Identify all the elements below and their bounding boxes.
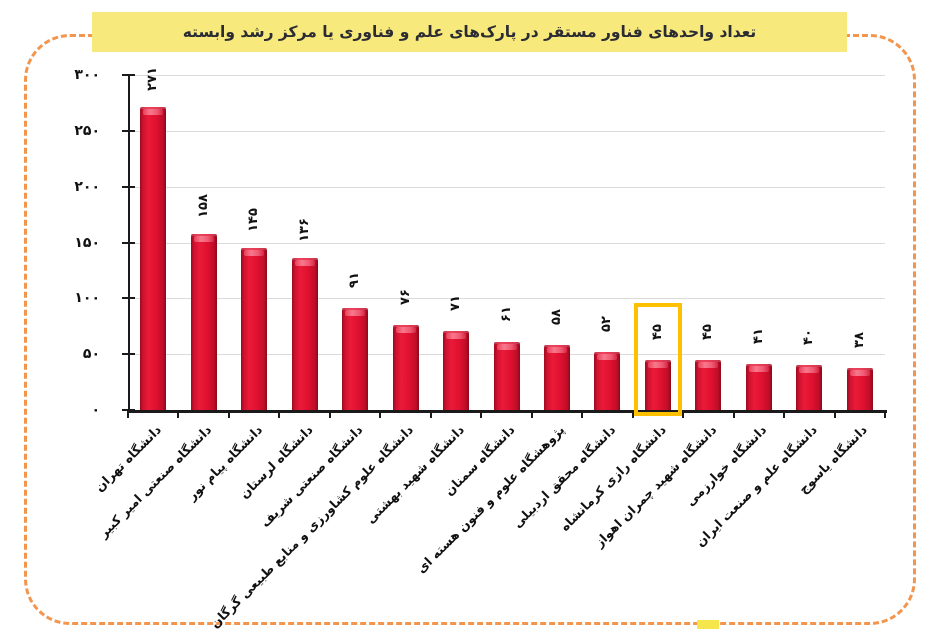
y-axis-tick	[122, 297, 135, 300]
bar-5	[342, 308, 369, 410]
x-axis-tick	[732, 413, 735, 418]
bar-4	[291, 258, 318, 410]
bar-value-label: ۳۸	[851, 331, 867, 348]
x-axis-tick	[530, 413, 533, 418]
bar-value-label: ۲۷۱	[145, 67, 161, 92]
x-axis-line	[127, 410, 887, 413]
y-axis-tick-label: ۱۵۰	[74, 234, 100, 251]
highlighted-bar-box	[633, 302, 682, 416]
chart-title: تعداد واحدهای فناور مستقر در پارک‌های عل…	[182, 23, 757, 41]
bar-value-label: ۵۲	[599, 315, 615, 332]
bar-value-label: ۴۰	[801, 329, 817, 346]
y-axis-tick	[122, 241, 135, 244]
x-axis-tick	[682, 413, 685, 418]
bar-value-label: ۴۵	[700, 323, 716, 340]
y-axis-tick	[122, 353, 135, 356]
bar-value-label: ۱۴۵	[246, 208, 262, 232]
bar-value-label: ۱۳۶	[296, 218, 312, 243]
gridline	[130, 298, 885, 300]
gridline	[130, 186, 885, 188]
yellow-highlight-mark	[697, 620, 719, 629]
bar-15	[846, 367, 873, 410]
bar-value-label: ۵۸	[548, 309, 564, 326]
x-axis-category-label: دانشگاه شهید بهشتی	[362, 422, 467, 527]
x-axis-tick	[429, 413, 432, 418]
y-axis-tick	[122, 74, 135, 76]
y-axis-tick	[122, 185, 135, 188]
bar-value-label: ۶۱	[498, 305, 514, 322]
y-axis-tick-label: ۱۰۰	[74, 290, 100, 307]
x-axis-tick	[480, 413, 483, 418]
y-axis-tick-label: ۵۰	[82, 346, 100, 363]
y-axis-tick	[122, 129, 135, 132]
bar-9	[543, 345, 570, 410]
y-axis-tick-label: ۳۰۰	[74, 67, 100, 83]
x-axis-tick	[127, 413, 129, 418]
bar-12	[695, 359, 722, 410]
y-axis-tick-label: ۲۵۰	[74, 122, 100, 139]
bar-value-label: ۷۱	[448, 294, 464, 311]
x-axis-tick	[884, 413, 886, 418]
bar-value-label: ۹۱	[347, 272, 363, 289]
x-axis-tick	[581, 413, 584, 418]
bar-8	[493, 341, 520, 410]
x-axis-tick	[328, 413, 331, 418]
y-axis-tick-label: ۰	[91, 402, 100, 418]
bar-13	[745, 364, 772, 410]
bar-value-label: ۷۶	[397, 289, 413, 306]
y-axis-tick-label: ۲۰۰	[74, 178, 100, 195]
bar-2	[190, 233, 217, 410]
x-axis-tick	[278, 413, 281, 418]
x-axis-tick	[177, 413, 180, 418]
gridline	[130, 130, 885, 132]
bar-10	[594, 351, 621, 410]
gridline	[130, 242, 885, 244]
bar-1	[140, 107, 167, 410]
bar-7	[443, 330, 470, 410]
x-axis-tick	[631, 413, 634, 418]
y-axis-line	[128, 75, 130, 413]
x-axis-tick	[833, 413, 836, 418]
bar-6	[392, 325, 419, 410]
x-axis-tick	[783, 413, 786, 418]
bar-value-label: ۴۱	[750, 328, 766, 345]
bar-value-label: ۱۵۸	[195, 193, 211, 218]
x-axis-tick	[379, 413, 382, 418]
chart-title-band: تعداد واحدهای فناور مستقر در پارک‌های عل…	[92, 12, 847, 52]
plot-area: ۳۰۰ ۲۵۰ ۲۰۰ ۱۵۰ ۱۰۰ ۵۰ ۰ ۲۷۱ دانشگاه تهران ۱۵۸ دان…	[74, 67, 887, 631]
bar-3	[241, 248, 268, 410]
bar-11	[644, 359, 671, 410]
x-axis-tick	[227, 413, 230, 418]
x-axis-category-label: دانشگاه محقق اردبیلی	[509, 422, 619, 531]
y-axis-tick	[122, 409, 135, 411]
gridline	[130, 75, 885, 76]
bar-14	[796, 365, 823, 410]
